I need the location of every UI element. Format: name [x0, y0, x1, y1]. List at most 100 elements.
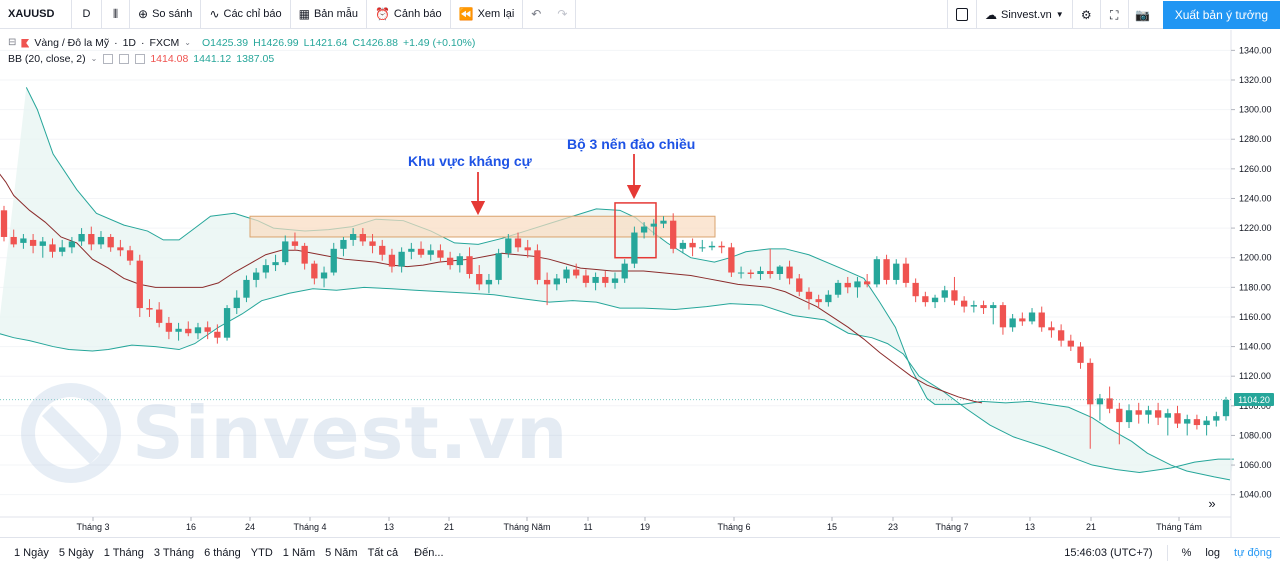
candle: [446, 251, 454, 270]
candle: [1174, 405, 1181, 429]
candle: [873, 256, 881, 288]
symbol-search[interactable]: XAUUSD: [0, 0, 72, 29]
candle-body: [844, 282, 851, 288]
snapshot-button[interactable]: 📷: [1129, 0, 1157, 29]
candle-body: [582, 275, 590, 283]
candle-body: [1145, 410, 1152, 415]
candle: [427, 244, 434, 261]
clock-text[interactable]: 15:46:03 (UTC+7): [1064, 547, 1153, 559]
publish-idea-button[interactable]: Xuất bản ý tưởng: [1162, 0, 1280, 29]
candle-body: [136, 260, 143, 309]
indicators-button[interactable]: ∿ Các chỉ báo: [201, 0, 291, 29]
alert-button[interactable]: ⏰ Cảnh báo: [367, 0, 451, 29]
redo-button[interactable]: ↷: [549, 0, 577, 29]
chart-type-button[interactable]: ⫴: [102, 0, 130, 29]
auto-scale-button[interactable]: tự động: [1234, 547, 1272, 559]
legend-change: +1.49 (+0.10%): [403, 37, 476, 49]
candles: [0, 205, 1230, 449]
reversal-pattern-label: Bộ 3 nến đảo chiều: [567, 136, 696, 152]
replay-button[interactable]: ⏪ Xem lại: [451, 0, 524, 29]
candle-body: [902, 263, 910, 283]
price-tick-label: 1220.00: [1239, 223, 1272, 233]
candle-body: [1048, 327, 1055, 331]
candle: [776, 265, 784, 280]
candle: [10, 229, 17, 248]
candle: [466, 247, 473, 279]
undo-button[interactable]: ↶: [523, 0, 549, 29]
watermark-text: Sinvest.vn: [132, 391, 569, 475]
fullscreen-button[interactable]: ⛶: [1101, 0, 1129, 29]
candle: [1067, 334, 1074, 352]
compare-button[interactable]: ⊕ So sánh: [130, 0, 202, 29]
candle: [592, 272, 599, 291]
range-button[interactable]: YTD: [250, 546, 273, 559]
time-tick-label: Tháng 4: [293, 522, 326, 532]
candle: [844, 276, 851, 294]
interval-button[interactable]: D: [72, 0, 102, 29]
candle-body: [718, 245, 725, 248]
scroll-to-latest-button[interactable]: »: [1203, 494, 1221, 512]
collapse-icon[interactable]: ⊟: [8, 37, 17, 48]
bb-indicator-label: BB (20, close, 2): [8, 53, 86, 65]
candle-body: [834, 282, 842, 295]
candle: [320, 266, 328, 288]
price-tick-label: 1260.00: [1239, 164, 1272, 174]
eye-icon[interactable]: [103, 54, 114, 64]
candle-body: [1077, 346, 1084, 363]
layout-checkbox[interactable]: [947, 0, 978, 29]
candle-body: [1038, 312, 1045, 328]
publish-label: Xuất bản ý tưởng: [1174, 7, 1268, 22]
resistance-zone-label: Khu vực kháng cự: [408, 153, 532, 169]
range-button[interactable]: 3 Tháng: [153, 546, 195, 559]
range-button[interactable]: Tất cả: [367, 546, 399, 559]
candle: [951, 276, 958, 306]
price-tick-label: 1340.00: [1239, 45, 1272, 55]
candle-body: [408, 248, 415, 252]
price-tick-label: 1120.00: [1239, 371, 1271, 381]
range-button[interactable]: 5 Năm: [325, 546, 358, 559]
candle: [243, 275, 250, 303]
range-button[interactable]: Đến...: [414, 546, 444, 559]
templates-button[interactable]: ▦ Bản mẫu: [291, 0, 367, 29]
candle-body: [1174, 413, 1181, 424]
settings-button[interactable]: ⚙: [1073, 0, 1101, 29]
price-tick-label: 1140.00: [1239, 342, 1271, 352]
candle-body: [873, 259, 881, 285]
range-button[interactable]: 1 Ngày: [14, 546, 49, 559]
log-scale-button[interactable]: log: [1205, 547, 1221, 559]
candle: [0, 205, 8, 242]
range-button[interactable]: 1 Tháng: [103, 546, 144, 559]
candle: [524, 239, 531, 258]
candle-body: [359, 234, 366, 242]
candle-body: [563, 269, 570, 279]
chevron-down-icon[interactable]: ⌄: [90, 54, 98, 63]
percent-scale-button[interactable]: %: [1181, 547, 1192, 559]
candle: [1222, 396, 1230, 421]
legend-close: C1426.88: [352, 37, 398, 49]
candle: [747, 269, 754, 279]
brand-layout-button[interactable]: ☁ Sinvest.vn ▼: [977, 0, 1073, 29]
range-button[interactable]: 1 Năm: [282, 546, 316, 559]
candle-body: [1106, 398, 1113, 409]
candle-body: [175, 328, 182, 332]
candle-body: [611, 278, 619, 283]
candle: [931, 294, 939, 309]
symbol-legend-row: ⊟ Vàng / Đô la Mỹ · 1D · FXCM ⌄ O1425.39…: [8, 37, 476, 49]
time-tick-label: 21: [1086, 522, 1096, 532]
close-icon[interactable]: [135, 54, 146, 64]
candle: [417, 241, 425, 258]
chevron-down-icon[interactable]: ⌄: [184, 38, 191, 47]
price-chart[interactable]: 1040.001060.001080.001100.001120.001140.…: [0, 30, 1280, 537]
candle-body: [485, 279, 493, 285]
settings-icon[interactable]: [119, 54, 130, 64]
candle: [1009, 313, 1016, 332]
range-button[interactable]: 5 Ngày: [58, 546, 94, 559]
candle: [922, 291, 929, 307]
candle: [185, 321, 192, 337]
candle: [1193, 414, 1201, 430]
legend-interval: 1D: [122, 37, 137, 49]
range-button[interactable]: 6 tháng: [204, 546, 241, 559]
candle-body: [640, 226, 648, 233]
candle-body: [59, 247, 66, 252]
replay-label: Xem lại: [477, 8, 515, 20]
